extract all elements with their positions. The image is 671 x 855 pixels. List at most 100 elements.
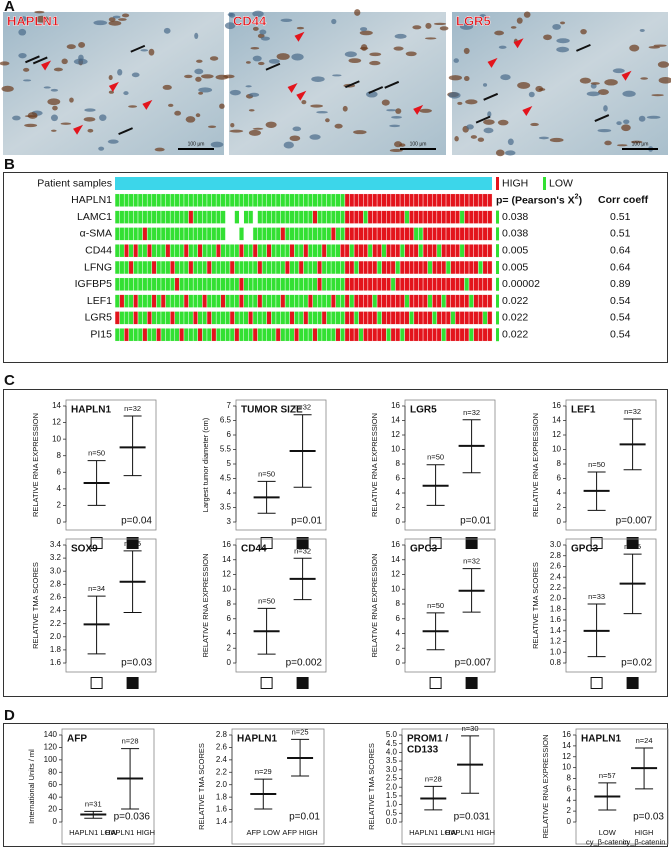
arrow bbox=[344, 80, 360, 89]
heatmap-cell bbox=[266, 311, 272, 325]
heatmap-cell bbox=[238, 260, 245, 275]
heatmap-cell bbox=[422, 193, 429, 208]
stained-cell bbox=[658, 77, 671, 84]
heatmap-cell bbox=[473, 243, 479, 258]
heatmap-cell bbox=[215, 243, 222, 258]
heatmap-cell bbox=[431, 227, 438, 241]
y-tick-label: 4 bbox=[396, 629, 401, 638]
heatmap-cell bbox=[408, 227, 415, 241]
heatmap-cell bbox=[399, 193, 406, 208]
heatmap-cell bbox=[399, 243, 406, 258]
heatmap-cell bbox=[307, 193, 314, 208]
heatmap-cell bbox=[344, 277, 350, 292]
heatmap-cell bbox=[294, 227, 300, 241]
stained-cell bbox=[405, 51, 417, 57]
heatmap-cell bbox=[257, 294, 263, 308]
heatmap-cell bbox=[473, 294, 479, 308]
y-tick-label: 2.2 bbox=[216, 767, 228, 776]
heatmap-cell bbox=[386, 327, 392, 342]
heatmap-cell bbox=[363, 277, 369, 292]
y-tick-label: 1.6 bbox=[50, 658, 62, 667]
heatmap-cell bbox=[234, 327, 240, 342]
heatmap-cell bbox=[468, 294, 475, 308]
stained-cell bbox=[603, 105, 608, 112]
stained-cell bbox=[108, 75, 113, 81]
stained-cell bbox=[174, 110, 182, 116]
heatmap-cell bbox=[482, 277, 488, 292]
heatmap-cell bbox=[344, 243, 350, 258]
heatmap-cell bbox=[114, 277, 120, 292]
heatmap-cell bbox=[395, 227, 401, 241]
heatmap-cell bbox=[146, 277, 153, 292]
heatmap-cell bbox=[413, 210, 419, 224]
heatmap-cell bbox=[363, 294, 369, 308]
heatmap-cell bbox=[441, 210, 447, 224]
stained-cell bbox=[580, 28, 587, 35]
heatmap-cell bbox=[192, 210, 199, 224]
heatmap-cell bbox=[160, 294, 166, 308]
n-label: n=31 bbox=[85, 799, 102, 808]
stained-cell bbox=[195, 113, 201, 118]
y-tick-label: 10 bbox=[552, 445, 561, 454]
heatmap-cell bbox=[261, 227, 268, 241]
y-tick-label: 2.4 bbox=[216, 755, 228, 764]
y-axis-label: RELATIVE TMA SCORES bbox=[531, 562, 540, 649]
heatmap-cell bbox=[307, 277, 314, 292]
stained-cell bbox=[50, 114, 58, 122]
heatmap-cell bbox=[376, 327, 383, 342]
heatmap-cell bbox=[133, 260, 139, 275]
heatmap-cell bbox=[243, 327, 249, 342]
heatmap-cell bbox=[211, 277, 217, 292]
heatmap-cell bbox=[174, 193, 180, 208]
heatmap-cell bbox=[280, 294, 286, 308]
y-tick-label: 40 bbox=[48, 792, 57, 801]
heatmap-cell bbox=[206, 277, 212, 292]
column-header-part: ) bbox=[579, 194, 583, 206]
heatmap-cell bbox=[326, 294, 332, 308]
x-category-label: LOW bbox=[599, 828, 617, 837]
heatmap-cell bbox=[427, 210, 433, 224]
p-value: p=0.01 bbox=[291, 516, 322, 527]
stained-cell bbox=[12, 115, 21, 121]
group-marker bbox=[429, 677, 442, 689]
y-tick-label: 8 bbox=[57, 451, 62, 460]
heatmap-cell bbox=[179, 311, 185, 325]
n-label: n=32 bbox=[294, 403, 311, 412]
n-label: n=24 bbox=[636, 736, 653, 745]
heatmap-cell bbox=[151, 260, 157, 275]
heatmap-cell bbox=[215, 193, 222, 208]
heatmap-cell bbox=[271, 243, 277, 258]
heatmap-cell bbox=[133, 327, 139, 342]
heatmap-cell bbox=[123, 277, 130, 292]
stained-cell bbox=[123, 91, 129, 96]
heatmap-cell bbox=[137, 227, 143, 241]
arrowhead bbox=[621, 70, 632, 81]
heatmap-cell bbox=[266, 294, 272, 308]
stained-cell bbox=[310, 104, 323, 108]
heatmap-cell bbox=[238, 327, 245, 342]
heatmap-cell bbox=[473, 193, 479, 208]
heatmap-cell bbox=[363, 210, 369, 224]
stained-cell bbox=[412, 25, 422, 30]
heatmap-cell bbox=[326, 227, 332, 241]
heatmap-cell bbox=[160, 311, 166, 325]
heatmap-cell bbox=[188, 311, 194, 325]
chart-title: TUMOR SIZE bbox=[241, 405, 303, 416]
stained-cell bbox=[18, 52, 27, 59]
stained-cell bbox=[245, 85, 252, 88]
stained-cell bbox=[219, 103, 225, 109]
heatmap-cell bbox=[188, 243, 194, 258]
y-tick-label: 140 bbox=[44, 730, 58, 739]
heatmap-cell bbox=[358, 243, 364, 258]
heatmap-cell bbox=[413, 294, 419, 308]
n-label: n=25 bbox=[624, 542, 641, 551]
y-tick-label: 5.5 bbox=[220, 445, 232, 454]
panel-label: A bbox=[4, 0, 15, 15]
heatmap-cell bbox=[468, 193, 475, 208]
stained-cell bbox=[505, 150, 516, 156]
heatmap-cell bbox=[280, 193, 286, 208]
p-value: p=0.002 bbox=[286, 658, 323, 669]
heatmap-cell bbox=[340, 277, 346, 292]
stained-cell bbox=[280, 18, 293, 22]
stained-cell bbox=[78, 41, 86, 48]
